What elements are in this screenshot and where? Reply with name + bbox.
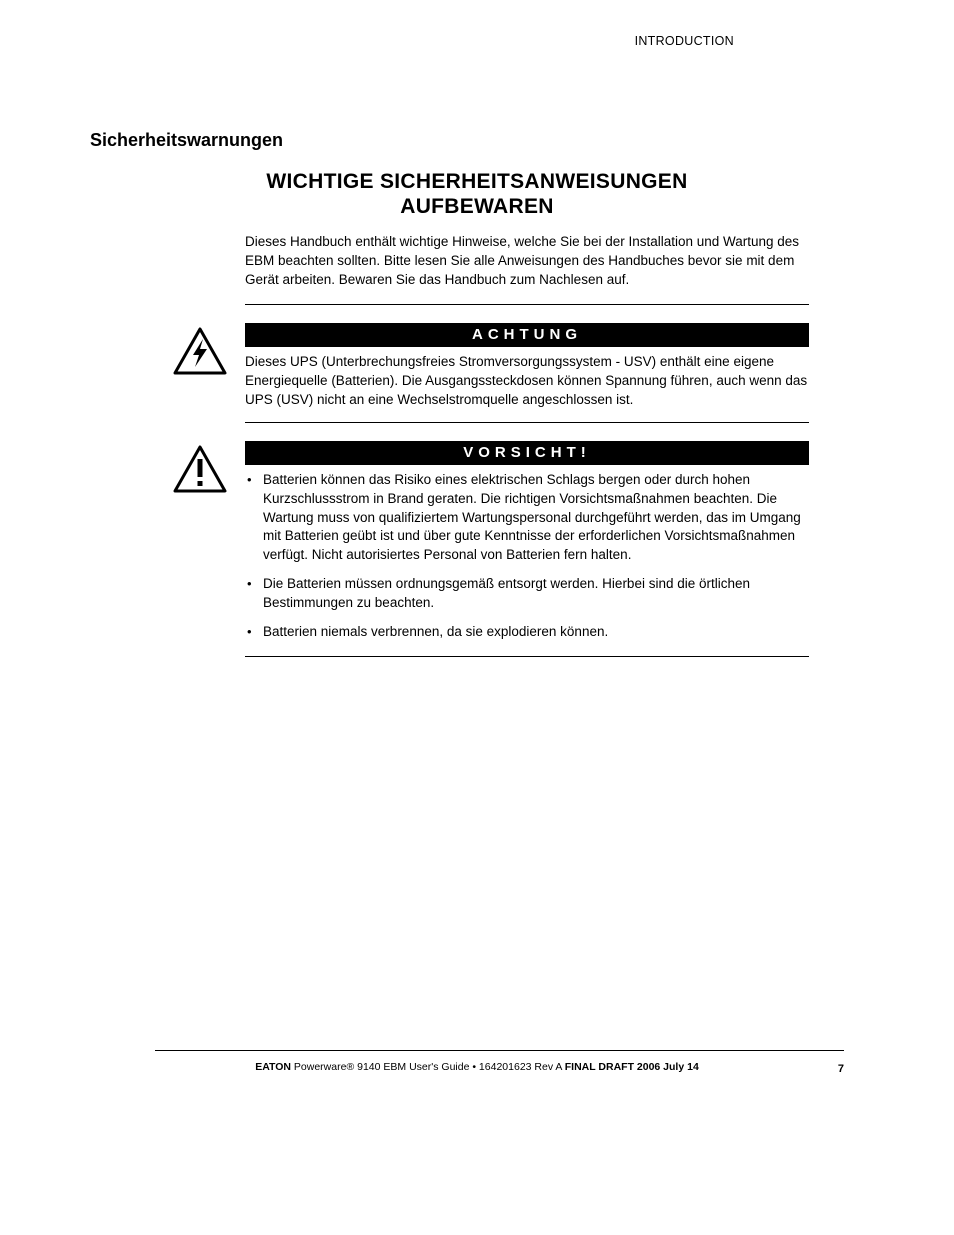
vorsicht-banner: VORSICHT! xyxy=(245,441,809,465)
title-line-1: WICHTIGE SICHERHEITSANWEISUNGEN xyxy=(266,170,687,193)
list-item: Batterien niemals verbrennen, da sie exp… xyxy=(245,623,809,642)
list-item: Die Batterien müssen ordnungsgemäß entso… xyxy=(245,575,809,613)
achtung-block: ACHTUNG Dieses UPS (Unterbrechungsfreies… xyxy=(90,323,864,410)
vorsicht-bottom-rule xyxy=(245,656,809,657)
footer-mid1: Powerware xyxy=(291,1061,346,1073)
intro-paragraph: Dieses Handbuch enthält wichtige Hinweis… xyxy=(245,233,809,290)
footer-draft: FINAL DRAFT 2006 July 14 xyxy=(565,1061,699,1073)
achtung-bottom-rule xyxy=(245,422,809,423)
section-heading: Sicherheitswarnungen xyxy=(90,130,864,151)
footer-rule xyxy=(155,1050,844,1051)
achtung-banner: ACHTUNG xyxy=(245,323,809,347)
page: INTRODUCTION Sicherheitswarnungen WICHTI… xyxy=(0,0,954,1235)
vorsicht-body: VORSICHT! Batterien können das Risiko ei… xyxy=(245,441,809,652)
intro-block: Dieses Handbuch enthält wichtige Hinweis… xyxy=(245,233,809,305)
page-number: 7 xyxy=(838,1063,844,1075)
achtung-body: ACHTUNG Dieses UPS (Unterbrechungsfreies… xyxy=(245,323,809,410)
vorsicht-block: VORSICHT! Batterien können das Risiko ei… xyxy=(90,441,864,652)
exclamation-warning-icon xyxy=(90,441,245,493)
vorsicht-list: Batterien können das Risiko eines elektr… xyxy=(245,471,809,642)
content-area: Sicherheitswarnungen WICHTIGE SICHERHEIT… xyxy=(90,130,864,657)
achtung-text: Dieses UPS (Unterbrechungsfreies Stromve… xyxy=(245,353,809,410)
running-head: INTRODUCTION xyxy=(90,34,734,48)
footer-brand: EATON xyxy=(255,1061,291,1073)
page-footer: EATON Powerware® 9140 EBM User's Guide •… xyxy=(0,1050,954,1075)
main-title: WICHTIGE SICHERHEITSANWEISUNGEN AUFBEWAR… xyxy=(90,169,864,219)
footer-mid2: 9140 EBM User's Guide • 164201623 Rev A xyxy=(354,1061,565,1073)
title-line-2: AUFBEWAREN xyxy=(400,195,554,218)
intro-bottom-rule xyxy=(245,304,809,305)
lightning-warning-icon xyxy=(90,323,245,375)
list-item: Batterien können das Risiko eines elektr… xyxy=(245,471,809,565)
footer-text: EATON Powerware® 9140 EBM User's Guide •… xyxy=(255,1061,699,1073)
